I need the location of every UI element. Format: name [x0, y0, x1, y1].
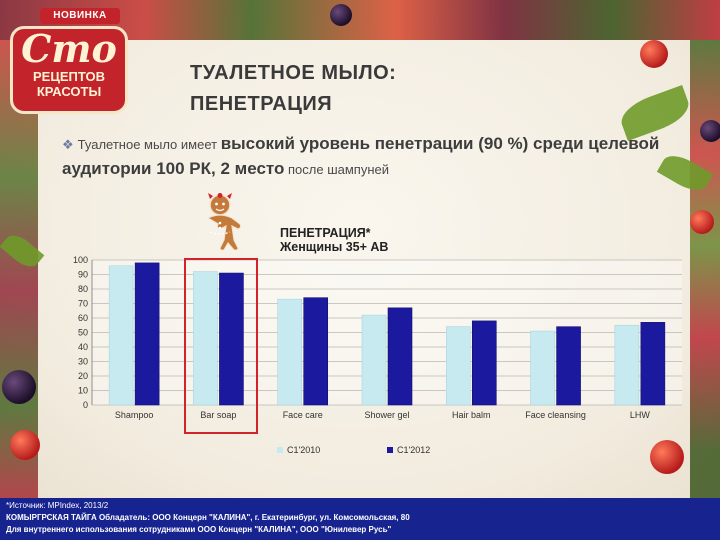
bar-c1-2010	[193, 271, 218, 406]
chart-title-block: ПЕНЕТРАЦИЯ* Женщины 35+ АВ	[280, 226, 440, 254]
x-tick-label: Hair balm	[452, 410, 491, 420]
legend-swatch	[277, 447, 283, 453]
y-tick-label: 100	[73, 255, 88, 265]
berry-decoration	[650, 440, 684, 474]
footer-usage-note: Для внутреннего использования сотрудника…	[6, 525, 392, 534]
berry-border-left	[0, 40, 38, 498]
penetration-bar-chart: 0 10 20 30 40 50 60 70 80 90 100 Shampoo Bar soap Fac…	[73, 255, 682, 455]
berry-border-right	[690, 40, 720, 498]
x-tick-label: Bar soap	[200, 410, 236, 420]
bar-c1-2010	[361, 314, 387, 406]
footer-company: КОМЫРГРСКАЯ ТАЙГА Обладатель: ООО Концер…	[6, 513, 410, 522]
brand-line-2: КРАСОТЫ	[36, 84, 102, 99]
blackcurrant-decoration	[700, 120, 720, 142]
bullet-text: ❖ Туалетное мыло имеет высокий уровень пе…	[62, 132, 662, 182]
slide-title: ТУАЛЕТНОЕ МЫЛО: ПЕНЕТРАЦИЯ	[190, 58, 396, 120]
bar-c1-2010	[614, 324, 640, 406]
bullet-part-3: после шампуней	[284, 162, 390, 177]
brand-logo: НОВИНКА Сто РЕЦЕПТОВ КРАСОТЫ	[10, 8, 128, 118]
y-tick-label: 80	[78, 284, 88, 294]
blackberry-decoration	[2, 370, 36, 404]
berry-decoration	[640, 40, 668, 68]
bar-c1-2012	[471, 320, 497, 406]
y-tick-label: 0	[83, 400, 88, 410]
blackcurrant-decoration	[330, 4, 352, 26]
bar-c1-2012	[303, 297, 329, 406]
bar-c1-2010	[108, 265, 134, 406]
brand-line-1: РЕЦЕПТОВ	[33, 69, 105, 84]
bar-c1-2010	[530, 330, 555, 406]
y-tick-label: 30	[78, 357, 88, 367]
y-tick-label: 20	[78, 371, 88, 381]
footer-bar: *Источник: MPIndex, 2013/2 КОМЫРГРСКАЯ Т…	[0, 498, 720, 540]
legend-label: C1'2010	[287, 445, 320, 455]
y-tick-label: 60	[78, 313, 88, 323]
brand-name: Сто	[21, 26, 117, 71]
bar-c1-2012	[387, 307, 413, 406]
x-tick-label: LHW	[630, 410, 651, 420]
chart-title: ПЕНЕТРАЦИЯ*	[280, 226, 371, 240]
y-tick-label: 90	[78, 270, 88, 280]
berry-decoration	[10, 430, 40, 460]
bullet-part-1: Туалетное мыло имеет	[77, 137, 221, 152]
bar-c1-2012	[556, 326, 581, 406]
chart-subtitle: Женщины 35+ АВ	[280, 240, 389, 254]
y-tick-label: 70	[78, 299, 88, 309]
bar-c1-2012	[640, 322, 666, 406]
legend-swatch	[387, 447, 393, 453]
bar-c1-2010	[277, 298, 303, 406]
gingerbread-girl-icon	[206, 193, 242, 250]
bar-c1-2012	[134, 262, 160, 406]
x-tick-label: Face care	[283, 410, 323, 420]
y-tick-label: 10	[78, 386, 88, 396]
y-tick-label: 40	[78, 342, 88, 352]
y-tick-label: 50	[78, 328, 88, 338]
brand-plate: Сто РЕЦЕПТОВ КРАСОТЫ	[10, 26, 128, 114]
title-line-1: ТУАЛЕТНОЕ МЫЛО:	[190, 62, 397, 84]
title-line-2: ПЕНЕТРАЦИЯ	[190, 93, 333, 115]
bar-c1-2012	[219, 272, 244, 406]
x-tick-label: Face cleansing	[525, 410, 586, 420]
new-label: НОВИНКА	[40, 8, 120, 24]
x-tick-label: Shampoo	[115, 410, 154, 420]
berry-decoration	[690, 210, 714, 234]
x-tick-label: Shower gel	[364, 410, 409, 420]
bullet-emphasis: высокий уровень пенетрации (90 %) среди …	[62, 134, 660, 178]
bar-c1-2010	[445, 326, 471, 406]
bar-soap-highlight-frame	[184, 258, 258, 434]
footer-source: *Источник: MPIndex, 2013/2	[6, 501, 109, 510]
bullet-icon: ❖	[62, 137, 74, 152]
legend-label: C1'2012	[397, 445, 430, 455]
